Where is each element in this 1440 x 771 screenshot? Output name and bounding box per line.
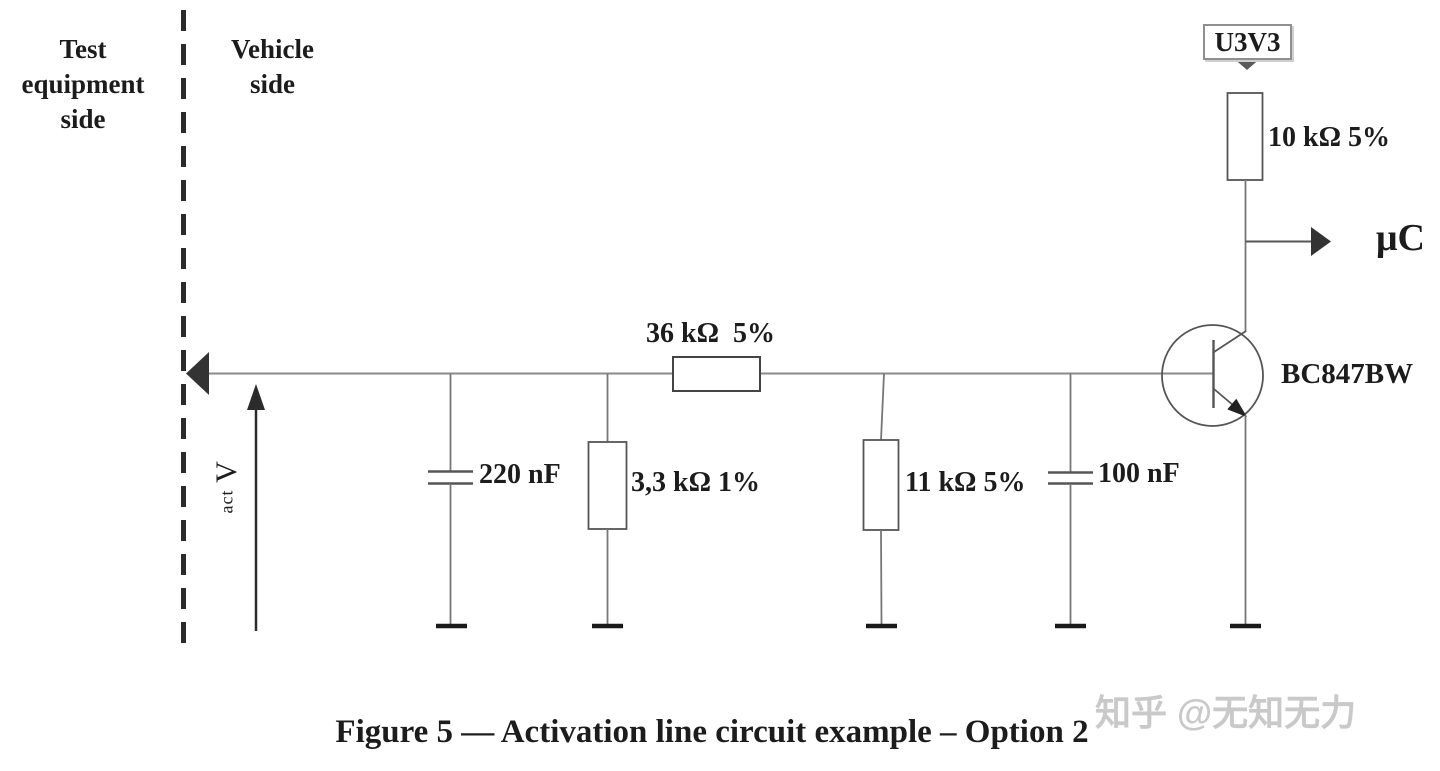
transistor-emitter-arrow-icon — [1227, 398, 1247, 417]
res-10k-label: 10 kΩ 5% — [1268, 122, 1390, 153]
res-36k-body — [672, 356, 761, 392]
uc-output-label: μC — [1376, 217, 1425, 259]
res-11k-bottom-wire — [880, 529, 883, 625]
res-3k3-body — [587, 441, 628, 530]
test-equipment-side-label: Test equipment side — [8, 32, 158, 137]
transistor-circle — [1161, 324, 1264, 427]
transistor-label: BC847BW — [1281, 358, 1414, 390]
vehicle-side-line2: side — [249, 69, 295, 99]
test-side-line1: Test — [59, 34, 107, 64]
figure-caption: Figure 5 — Activation line circuit examp… — [335, 714, 1089, 750]
test-side-line3: side — [60, 104, 106, 134]
vact-subscript: act — [216, 489, 237, 514]
res-10k-body — [1226, 92, 1264, 181]
vehicle-side-label: Vehicle side — [200, 32, 345, 102]
uc-output-arrow-icon — [1311, 227, 1331, 256]
line-connector-arrow-icon — [186, 352, 209, 395]
test-side-line2: equipment — [21, 69, 145, 99]
res-36k-label: 36 kΩ 5% — [646, 318, 775, 349]
cap-100nf-label: 100 nF — [1098, 458, 1180, 489]
vact-symbol: V — [209, 461, 243, 483]
watermark-text: 知乎 @无知无力 — [1095, 692, 1357, 733]
transistor-collector-lead — [1213, 330, 1247, 353]
res-11k-label: 11 kΩ 5% — [905, 467, 1026, 498]
supply-net-label: U3V3 — [1214, 26, 1281, 57]
vact-arrow-head-icon — [247, 384, 265, 410]
res-3k3-label: 3,3 kΩ 1% — [631, 467, 760, 498]
vact-label: V act — [210, 455, 243, 514]
cap-220nf-label: 220 nF — [479, 459, 561, 490]
vehicle-side-line1: Vehicle — [231, 34, 314, 64]
supply-net-box: U3V3 — [1203, 24, 1292, 60]
res-11k-top-wire — [880, 373, 885, 441]
res-11k-body — [862, 439, 900, 531]
